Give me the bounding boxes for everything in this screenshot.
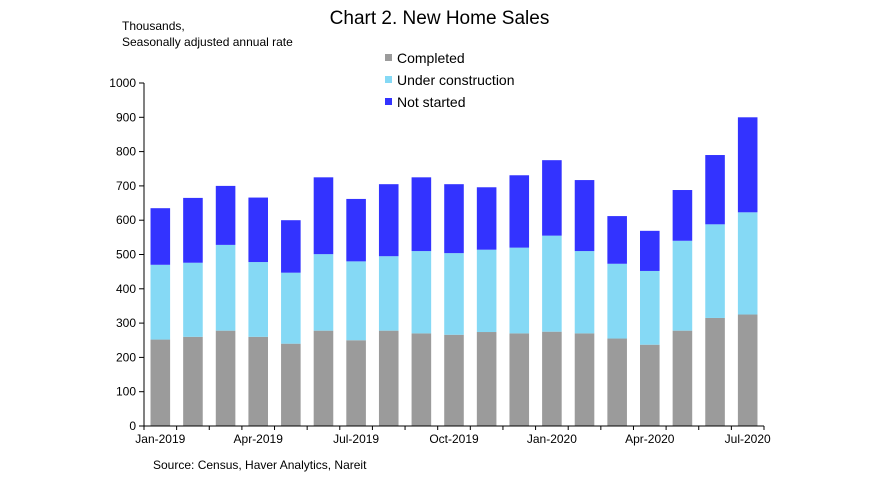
bar-not-started-9 (444, 184, 464, 254)
bar-not-started-5 (313, 177, 334, 255)
y-tick-label-400: 400 (116, 282, 136, 296)
y-tick-label-0: 0 (129, 419, 136, 433)
bar-completed-18 (737, 314, 758, 426)
legend-label-completed: Completed (397, 50, 465, 66)
bar-under-construction-7 (378, 256, 399, 331)
x-tick-label-18: Jul-2020 (725, 432, 771, 446)
bar-completed-10 (476, 332, 497, 426)
bar-completed-5 (313, 330, 334, 426)
bar-completed-3 (248, 336, 268, 426)
bar-under-construction-8 (411, 251, 432, 334)
legend-swatch-completed (385, 54, 392, 61)
bar-not-started-8 (411, 177, 432, 252)
y-tick-label-1000: 1000 (109, 76, 136, 90)
bar-not-started-3 (248, 197, 268, 263)
bar-under-construction-14 (607, 263, 627, 339)
bar-under-construction-0 (150, 264, 171, 340)
bar-completed-0 (150, 339, 171, 426)
bar-under-construction-15 (640, 270, 660, 345)
bar-completed-2 (215, 330, 236, 426)
bar-completed-15 (640, 344, 660, 426)
bar-under-construction-12 (542, 235, 562, 332)
x-tick-label-15: Apr-2020 (625, 432, 675, 446)
bar-under-construction-18 (737, 212, 758, 315)
x-tick-label-6: Jul-2019 (333, 432, 379, 446)
bar-not-started-7 (378, 184, 399, 257)
y-tick-label-300: 300 (116, 316, 136, 330)
bar-under-construction-9 (444, 253, 464, 335)
y-tick-label-100: 100 (116, 385, 136, 399)
bar-under-construction-10 (476, 249, 497, 333)
bar-under-construction-17 (705, 224, 725, 318)
bar-not-started-6 (346, 198, 366, 262)
bar-completed-13 (574, 333, 595, 426)
bar-completed-1 (183, 336, 203, 426)
chart-title: Chart 2. New Home Sales (329, 8, 550, 29)
bar-completed-17 (705, 317, 725, 426)
bar-completed-11 (509, 333, 530, 426)
bar-under-construction-1 (183, 262, 203, 337)
units-line-2: Seasonally adjusted annual rate (122, 35, 293, 49)
bar-not-started-10 (476, 187, 497, 250)
x-tick-label-3: Apr-2019 (234, 432, 284, 446)
y-tick-label-600: 600 (116, 213, 136, 227)
source-note: Source: Census, Haver Analytics, Nareit (153, 458, 367, 472)
x-tick-label-9: Oct-2019 (429, 432, 479, 446)
bar-not-started-16 (672, 190, 693, 241)
bar-under-construction-6 (346, 261, 366, 341)
bar-not-started-4 (281, 220, 301, 273)
bar-under-construction-4 (281, 272, 301, 344)
bar-not-started-17 (705, 155, 725, 225)
bar-completed-16 (672, 330, 693, 426)
legend-label-under-construction: Under construction (397, 72, 515, 88)
legend-swatch-not-started (385, 98, 392, 105)
bar-not-started-15 (640, 230, 660, 271)
bar-not-started-1 (183, 197, 203, 263)
bar-completed-4 (281, 343, 301, 426)
y-axis-units: Thousands, Seasonally adjusted annual ra… (122, 18, 293, 50)
bar-under-construction-3 (248, 262, 268, 337)
bar-not-started-0 (150, 208, 171, 265)
legend-label-not-started: Not started (397, 94, 465, 110)
x-tick-label-0: Jan-2019 (135, 432, 185, 446)
y-tick-label-700: 700 (116, 179, 136, 193)
bar-under-construction-16 (672, 240, 693, 331)
bar-not-started-12 (542, 160, 562, 236)
bar-under-construction-13 (574, 251, 595, 334)
y-tick-label-900: 900 (116, 110, 136, 124)
bar-not-started-18 (737, 117, 758, 213)
bar-under-construction-11 (509, 247, 530, 334)
bar-completed-7 (378, 330, 399, 426)
y-tick-label-500: 500 (116, 248, 136, 262)
bar-completed-6 (346, 340, 366, 426)
bar-not-started-11 (509, 175, 530, 248)
bar-completed-14 (607, 338, 627, 426)
bar-not-started-13 (574, 180, 595, 252)
legend-swatch-under-construction (385, 76, 392, 83)
bar-completed-12 (542, 331, 562, 426)
bar-not-started-2 (215, 185, 236, 245)
x-tick-label-12: Jan-2020 (527, 432, 577, 446)
bar-under-construction-5 (313, 254, 334, 331)
bar-completed-8 (411, 333, 432, 426)
bar-completed-9 (444, 334, 464, 426)
units-line-1: Thousands, (122, 19, 185, 33)
y-tick-label-800: 800 (116, 145, 136, 159)
y-tick-label-200: 200 (116, 350, 136, 364)
bar-under-construction-2 (215, 244, 236, 331)
bar-not-started-14 (607, 216, 627, 264)
